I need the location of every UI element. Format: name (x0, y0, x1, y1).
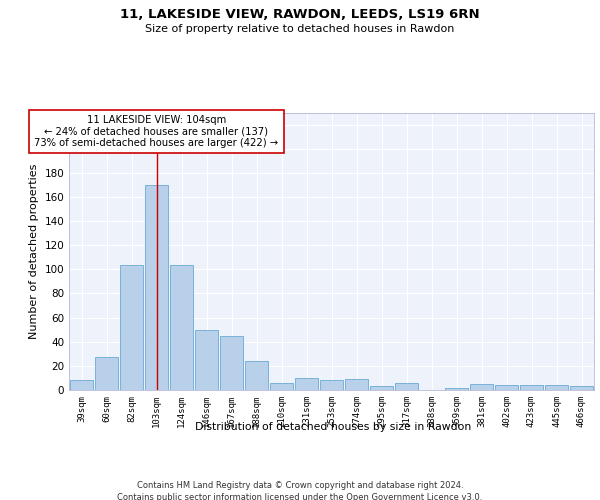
Bar (470, 384, 493, 390)
Y-axis label: Number of detached properties: Number of detached properties (29, 164, 39, 339)
Bar (220, 336, 243, 390)
Bar (345, 379, 368, 390)
Text: Contains HM Land Registry data © Crown copyright and database right 2024.: Contains HM Land Registry data © Crown c… (137, 481, 463, 490)
Text: 11, LAKESIDE VIEW, RAWDON, LEEDS, LS19 6RN: 11, LAKESIDE VIEW, RAWDON, LEEDS, LS19 6… (120, 8, 480, 20)
Text: Contains public sector information licensed under the Open Government Licence v3: Contains public sector information licen… (118, 492, 482, 500)
Bar (520, 385, 543, 390)
Bar (570, 386, 593, 390)
Bar (295, 378, 318, 390)
Text: Size of property relative to detached houses in Rawdon: Size of property relative to detached ho… (145, 24, 455, 34)
Bar (70, 380, 93, 390)
Bar (320, 380, 343, 390)
Bar (495, 385, 518, 390)
Bar (370, 386, 393, 390)
Bar (95, 358, 118, 390)
Bar (195, 330, 218, 390)
Bar (545, 385, 568, 390)
Bar (245, 361, 268, 390)
Bar (120, 264, 143, 390)
Bar (445, 388, 468, 390)
Text: 11 LAKESIDE VIEW: 104sqm
← 24% of detached houses are smaller (137)
73% of semi-: 11 LAKESIDE VIEW: 104sqm ← 24% of detach… (34, 115, 278, 148)
Bar (145, 185, 168, 390)
Bar (395, 383, 418, 390)
Bar (270, 383, 293, 390)
Bar (170, 264, 193, 390)
Text: Distribution of detached houses by size in Rawdon: Distribution of detached houses by size … (195, 422, 471, 432)
